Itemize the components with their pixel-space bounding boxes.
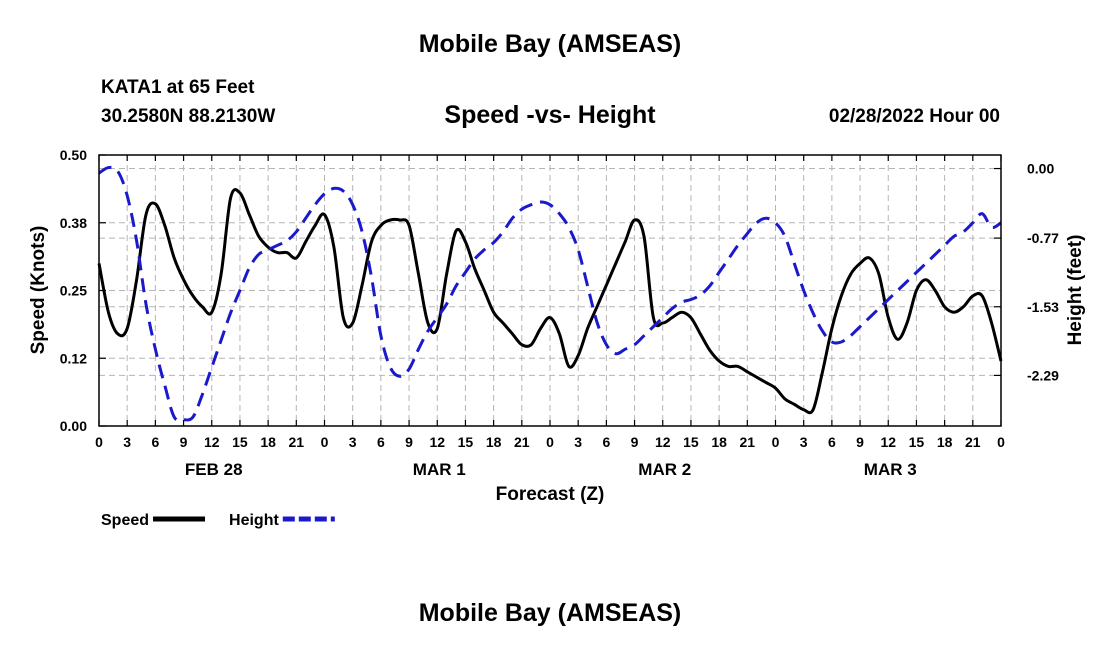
x-tick-label: 15 (909, 434, 925, 450)
x-tick-label: 3 (349, 434, 357, 450)
x-tick-label: 15 (683, 434, 699, 450)
x-tick-label: 6 (151, 434, 159, 450)
left-y-tick-label: 0.25 (60, 283, 87, 299)
x-tick-label: 6 (602, 434, 610, 450)
chart-subtitle: Speed -vs- Height (444, 101, 656, 129)
x-tick-label: 9 (856, 434, 864, 450)
x-tick-label: 0 (997, 434, 1005, 450)
chart-title: Mobile Bay (AMSEAS) (418, 30, 682, 58)
legend: Speed Height (101, 512, 335, 529)
x-tick-label: 3 (574, 434, 582, 450)
right-y-tick-label: -0.77 (1027, 230, 1059, 246)
x-tick-label: 9 (631, 434, 639, 450)
x-tick-label: 21 (289, 434, 305, 450)
day-label: FEB 28 (185, 460, 243, 479)
station-coordinates: 30.2580N 88.2130W (101, 106, 276, 127)
forecast-run-time: 02/28/2022 Hour 00 (828, 106, 1000, 127)
height-legend-label: Height (229, 512, 279, 529)
x-tick-label: 21 (514, 434, 530, 450)
station-label: KATA1 at 65 Feet (101, 77, 255, 98)
grid (99, 155, 1001, 426)
right-y-tick-label: -2.29 (1027, 367, 1059, 383)
x-tick-label: 18 (711, 434, 727, 450)
height-series-line (98, 165, 1002, 422)
x-tick-label: 18 (486, 434, 502, 450)
x-tick-label: 9 (180, 434, 188, 450)
left-y-tick-label: 0.38 (60, 215, 87, 231)
right-y-tick-label: -1.53 (1027, 299, 1059, 315)
x-tick-label: 6 (377, 434, 385, 450)
x-tick-label: 12 (429, 434, 445, 450)
axes: 0 3 6 9 12 15 18 21 0 3 6 9 12 15 18 21 0 3 6 9 12 15 18 21 0 3 6 9… (60, 147, 1059, 479)
left-y-axis-label: Speed (Knots) (28, 226, 49, 355)
x-tick-label: 12 (655, 434, 671, 450)
x-axis-label: Forecast (Z) (496, 484, 605, 505)
speed-legend-label: Speed (101, 512, 149, 529)
day-label: MAR 1 (413, 460, 466, 479)
right-y-axis-label: Height (feet) (1065, 235, 1086, 346)
x-tick-label: 15 (458, 434, 474, 450)
x-tick-label: 0 (95, 434, 103, 450)
x-tick-label: 12 (880, 434, 896, 450)
x-tick-label: 18 (937, 434, 953, 450)
day-label: MAR 2 (638, 460, 691, 479)
x-tick-label: 9 (405, 434, 413, 450)
x-tick-label: 3 (123, 434, 131, 450)
speed-series-line (97, 188, 1003, 415)
x-tick-label: 0 (546, 434, 554, 450)
x-tick-label: 6 (828, 434, 836, 450)
x-tick-label: 12 (204, 434, 220, 450)
left-y-tick-label: 0.12 (60, 350, 87, 366)
x-tick-label: 0 (321, 434, 329, 450)
x-tick-label: 18 (260, 434, 276, 450)
x-tick-label: 21 (740, 434, 756, 450)
x-tick-label: 15 (232, 434, 248, 450)
footer-title: Mobile Bay (AMSEAS) (418, 599, 682, 627)
left-y-tick-label: 0.00 (60, 418, 87, 434)
x-tick-label: 0 (772, 434, 780, 450)
day-label: MAR 3 (864, 460, 917, 479)
series-layer (97, 165, 1003, 422)
left-y-tick-label: 0.50 (60, 147, 87, 163)
right-y-tick-label: 0.00 (1027, 161, 1054, 177)
x-tick-label: 3 (800, 434, 808, 450)
x-tick-label: 21 (965, 434, 981, 450)
